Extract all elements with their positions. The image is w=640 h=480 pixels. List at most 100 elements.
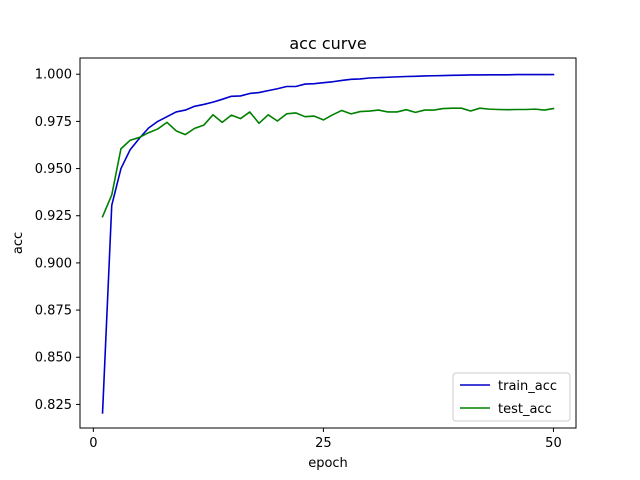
legend-label-test-acc: test_acc (498, 402, 552, 417)
series-layer (101, 73, 555, 414)
legend-label-train-acc: train_acc (498, 379, 557, 394)
data-point-train-acc (267, 89, 270, 92)
data-point-train-acc (202, 103, 205, 106)
x-axis-label: epoch (308, 456, 348, 471)
data-point-test-acc (276, 120, 279, 123)
data-point-train-acc (405, 75, 408, 78)
plot-area: 0 25 50 0.825 0.850 0.875 0.900 0.925 0.950 0.97… (35, 57, 577, 451)
data-point-test-acc (211, 113, 214, 116)
data-point-train-acc (350, 78, 353, 81)
data-point-train-acc (276, 87, 279, 90)
data-point-test-acc (156, 127, 159, 130)
data-point-test-acc (129, 139, 132, 142)
data-point-test-acc (147, 131, 150, 134)
data-point-train-acc (543, 73, 546, 76)
y-tick-label: 0.950 (35, 162, 72, 177)
axes-frame (79, 57, 577, 429)
data-point-test-acc (396, 110, 399, 113)
data-point-train-acc (359, 77, 362, 80)
data-point-test-acc (460, 107, 463, 110)
data-point-test-acc (294, 111, 297, 114)
data-point-train-acc (506, 73, 509, 76)
data-point-train-acc (469, 73, 472, 76)
data-point-test-acc (165, 121, 168, 124)
data-point-test-acc (239, 117, 242, 120)
y-tick-label: 0.925 (35, 209, 72, 224)
data-point-train-acc (294, 85, 297, 88)
data-point-test-acc (359, 110, 362, 113)
data-point-test-acc (451, 107, 454, 110)
data-point-train-acc (340, 79, 343, 82)
data-point-train-acc (524, 73, 527, 76)
data-point-train-acc (193, 105, 196, 108)
data-point-train-acc (257, 91, 260, 94)
data-point-test-acc (534, 108, 537, 111)
data-point-train-acc (552, 73, 555, 76)
data-point-test-acc (442, 107, 445, 110)
series-line-train-acc (101, 73, 555, 414)
data-point-test-acc (110, 193, 113, 196)
y-tick-label: 0.900 (35, 256, 72, 271)
x-tick-label: 50 (545, 436, 562, 451)
data-point-test-acc (101, 215, 104, 218)
data-point-test-acc (350, 112, 353, 115)
data-point-test-acc (368, 110, 371, 113)
data-point-test-acc (257, 122, 260, 125)
data-point-test-acc (506, 108, 509, 111)
y-axis-label: acc (11, 232, 26, 254)
data-point-train-acc (110, 204, 113, 207)
data-point-train-acc (451, 74, 454, 77)
data-point-train-acc (368, 77, 371, 80)
data-point-train-acc (331, 80, 334, 83)
y-tick-label: 0.875 (35, 304, 72, 319)
data-point-train-acc (414, 75, 417, 78)
y-tick-label: 1.000 (35, 68, 72, 83)
data-point-test-acc (285, 112, 288, 115)
data-point-test-acc (524, 108, 527, 111)
data-point-train-acc (165, 115, 168, 118)
data-point-train-acc (460, 74, 463, 77)
data-point-train-acc (488, 73, 491, 76)
data-point-test-acc (386, 110, 389, 113)
data-point-test-acc (313, 115, 316, 118)
data-point-train-acc (432, 74, 435, 77)
chart-title: acc curve (289, 34, 366, 53)
data-point-test-acc (478, 107, 481, 110)
data-point-train-acc (478, 73, 481, 76)
data-point-test-acc (552, 107, 555, 110)
data-point-test-acc (175, 129, 178, 132)
data-point-train-acc (377, 76, 380, 79)
data-point-train-acc (129, 148, 132, 151)
data-point-train-acc (285, 85, 288, 88)
data-point-train-acc (101, 411, 104, 414)
data-point-test-acc (405, 108, 408, 111)
data-point-train-acc (175, 110, 178, 113)
x-tick-label: 25 (315, 436, 332, 451)
data-point-test-acc (230, 114, 233, 117)
data-point-test-acc (303, 115, 306, 118)
y-tick-label: 0.850 (35, 351, 72, 366)
data-point-train-acc (313, 82, 316, 85)
data-point-test-acc (184, 133, 187, 136)
data-point-train-acc (396, 75, 399, 78)
data-point-test-acc (119, 147, 122, 150)
data-point-train-acc (303, 83, 306, 86)
data-point-train-acc (119, 167, 122, 170)
data-point-train-acc (239, 94, 242, 97)
data-point-test-acc (340, 109, 343, 112)
y-axis-ticks: 0.825 0.850 0.875 0.900 0.925 0.950 0.975 1.000 (35, 68, 80, 413)
data-point-train-acc (211, 101, 214, 104)
data-point-train-acc (156, 120, 159, 123)
data-point-train-acc (248, 92, 251, 95)
data-point-test-acc (515, 108, 518, 111)
legend: train_acc test_acc (452, 372, 571, 422)
data-point-test-acc (322, 118, 325, 121)
data-point-train-acc (184, 109, 187, 112)
data-point-test-acc (469, 110, 472, 113)
data-point-train-acc (534, 73, 537, 76)
x-tick-label: 0 (89, 436, 97, 451)
data-point-train-acc (322, 81, 325, 84)
data-point-train-acc (147, 127, 150, 130)
data-point-test-acc (432, 109, 435, 112)
y-tick-label: 0.975 (35, 115, 72, 130)
